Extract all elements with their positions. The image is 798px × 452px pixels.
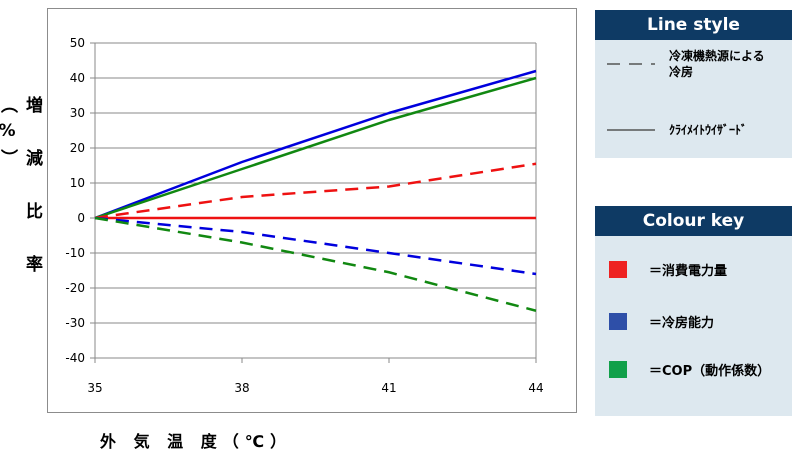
x-tick-label: 41 [381, 381, 396, 395]
series-line-1 [94, 76, 537, 220]
colour-key-legend: Colour key ＝消費電力量 ＝冷房能力 ＝COP（動作係数） [595, 206, 792, 416]
line-style-item-solid: ｸﾗｲﾒｲﾄｳｲｻﾞｰﾄﾞ [607, 122, 747, 138]
y-tick-label: -30 [65, 316, 85, 330]
solid-line-sample-icon [607, 129, 655, 131]
y-tick-label: 30 [70, 106, 85, 120]
colour-key-power-label: ＝消費電力量 [649, 264, 728, 279]
x-axis-label: 外 気 温 度（℃） [100, 432, 293, 451]
colour-key-cop-label: ＝COP（動作係数） [649, 364, 771, 379]
y-axis-label: 増 減 比 率（%） [0, 96, 42, 280]
line-style-dashed-label: 冷凍機熱源による冷房 [669, 49, 765, 79]
y-tick-label: 50 [70, 36, 85, 50]
series-line-5 [94, 216, 537, 312]
line-style-item-dashed: 冷凍機熱源による冷房 [607, 48, 769, 80]
y-tick-label: -40 [65, 351, 85, 365]
y-tick-label: -10 [65, 246, 85, 260]
colour-key-cooling-label: ＝冷房能力 [649, 316, 715, 331]
green-swatch-icon [609, 361, 627, 378]
chart-frame [47, 8, 577, 413]
y-tick-label: -20 [65, 281, 85, 295]
series-line-3 [94, 162, 537, 220]
x-tick-label: 35 [87, 381, 102, 395]
line-style-legend: Line style 冷凍機熱源による冷房 ｸﾗｲﾒｲﾄｳｲｻﾞｰﾄﾞ [595, 10, 792, 158]
colour-key-item-cooling: ＝冷房能力 [609, 312, 714, 331]
blue-swatch-icon [609, 313, 627, 330]
series-line-0 [94, 69, 537, 220]
line-style-legend-title: Line style [595, 10, 792, 40]
y-tick-label: 0 [77, 211, 85, 225]
y-tick-label: 10 [70, 176, 85, 190]
dashed-line-sample-icon [607, 63, 655, 65]
y-tick-label: 40 [70, 71, 85, 85]
colour-key-item-cop: ＝COP（動作係数） [609, 360, 770, 379]
colour-key-item-power: ＝消費電力量 [609, 260, 727, 279]
line-style-solid-label: ｸﾗｲﾒｲﾄｳｲｻﾞｰﾄﾞ [669, 123, 748, 137]
y-tick-label: 20 [70, 141, 85, 155]
series-line-4 [94, 216, 537, 276]
red-swatch-icon [609, 261, 627, 278]
x-tick-label: 38 [234, 381, 249, 395]
colour-key-legend-title: Colour key [595, 206, 792, 236]
x-tick-label: 44 [528, 381, 543, 395]
